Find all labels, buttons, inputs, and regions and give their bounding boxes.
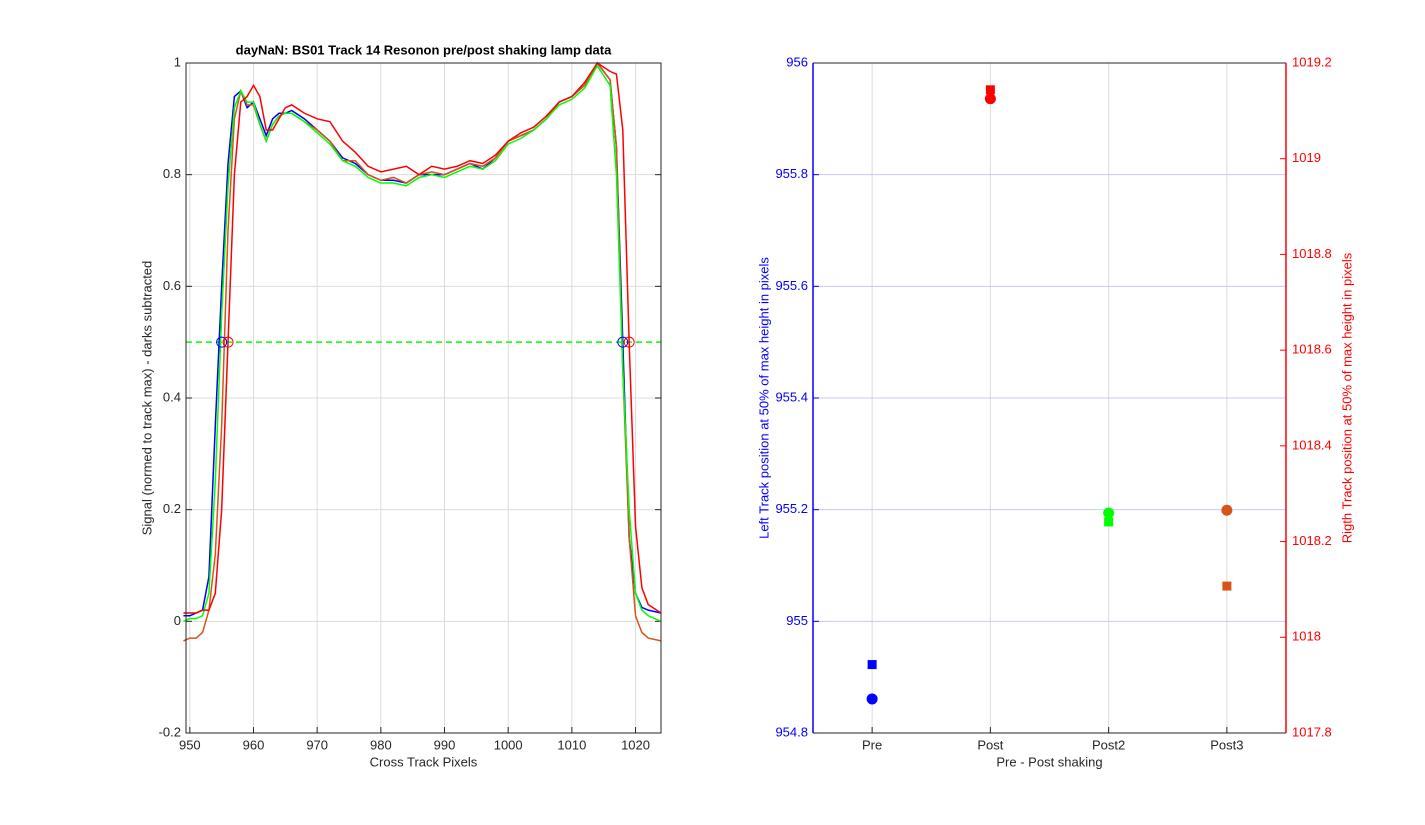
x-tick-label: Post3 bbox=[1210, 737, 1243, 752]
y-tick-label: -0.2 bbox=[159, 724, 181, 739]
y-axis-label: Left Track position at 50% of max height… bbox=[756, 257, 771, 539]
crossing-marker bbox=[617, 336, 629, 348]
point bbox=[985, 85, 995, 95]
crossing-marker bbox=[222, 336, 234, 348]
point bbox=[1221, 504, 1233, 516]
y-tick-label: 954.8 bbox=[775, 724, 808, 739]
x-axis-label: Pre - Post shaking bbox=[996, 754, 1102, 769]
y2-axis-label: Rigth Track position at 50% of max heigh… bbox=[1339, 252, 1354, 543]
point bbox=[984, 93, 996, 105]
y-tick-label: 0.8 bbox=[163, 166, 181, 181]
x-tick-label: 1020 bbox=[621, 737, 650, 752]
y-axis-label: Signal (normed to track max) - darks sub… bbox=[139, 261, 154, 536]
y-tick-label: 0.4 bbox=[163, 389, 181, 404]
y-tick-label: 955.4 bbox=[775, 389, 808, 404]
x-tick-label: Post bbox=[977, 737, 1003, 752]
x-tick-label: 1010 bbox=[557, 737, 586, 752]
y2-tick-label: 1019 bbox=[1292, 150, 1321, 165]
y2-tick-label: 1018.6 bbox=[1292, 342, 1332, 357]
y-tick-label: 0 bbox=[174, 613, 181, 628]
data-line bbox=[183, 64, 662, 623]
y-tick-label: 955.8 bbox=[775, 166, 808, 181]
y-tick-label: 956 bbox=[786, 54, 808, 69]
x-tick-label: 990 bbox=[434, 737, 456, 752]
chart-title: dayNaN: BS01 Track 14 Resonon pre/post s… bbox=[236, 42, 612, 57]
x-tick-label: Pre bbox=[862, 737, 882, 752]
y-tick-label: 955.6 bbox=[775, 278, 808, 293]
x-tick-label: Post2 bbox=[1092, 737, 1125, 752]
point bbox=[1104, 517, 1114, 527]
point bbox=[867, 660, 877, 670]
x-axis-label: Cross Track Pixels bbox=[370, 754, 478, 769]
point bbox=[1222, 581, 1232, 591]
y2-tick-label: 1018.4 bbox=[1292, 437, 1332, 452]
y-tick-label: 955 bbox=[786, 613, 808, 628]
x-tick-label: 970 bbox=[306, 737, 328, 752]
point bbox=[866, 693, 878, 705]
x-tick-label: 980 bbox=[370, 737, 392, 752]
y2-tick-label: 1018 bbox=[1292, 629, 1321, 644]
point bbox=[1103, 507, 1115, 519]
y2-tick-label: 1018.2 bbox=[1292, 533, 1332, 548]
y2-tick-label: 1017.8 bbox=[1292, 724, 1332, 739]
y-tick-label: 0.6 bbox=[163, 278, 181, 293]
y2-tick-label: 1018.8 bbox=[1292, 246, 1332, 261]
x-tick-label: 950 bbox=[179, 737, 201, 752]
y-tick-label: 1 bbox=[174, 54, 181, 69]
y-tick-label: 0.2 bbox=[163, 501, 181, 516]
axes-box bbox=[185, 62, 662, 734]
data-line bbox=[183, 61, 662, 614]
y-tick-label: 955.2 bbox=[775, 501, 808, 516]
crossing-marker bbox=[623, 336, 635, 348]
x-tick-label: 1000 bbox=[494, 737, 523, 752]
x-tick-label: 960 bbox=[243, 737, 265, 752]
y2-tick-label: 1019.2 bbox=[1292, 54, 1332, 69]
crossing-marker bbox=[216, 336, 228, 348]
